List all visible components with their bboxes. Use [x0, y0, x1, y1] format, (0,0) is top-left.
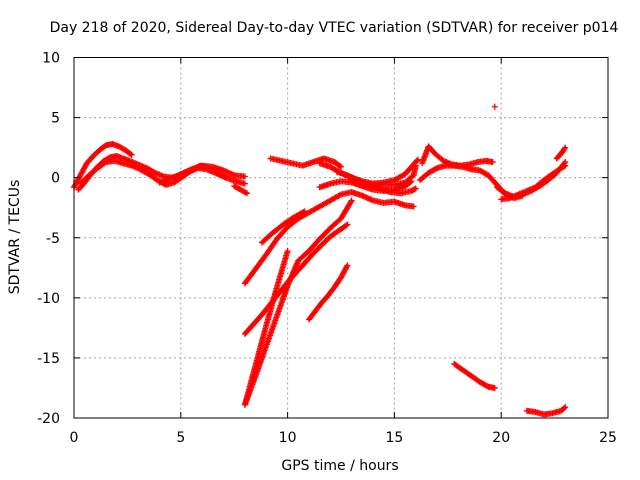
x-tick-label: 15	[385, 430, 403, 446]
y-tick-label: 10	[42, 51, 60, 67]
series-arc23	[553, 144, 569, 162]
data-point	[338, 163, 344, 170]
data-point	[410, 203, 417, 210]
series-arc5	[231, 183, 251, 197]
series-arc16	[305, 262, 351, 323]
chart-title: Day 218 of 2020, Sidereal Day-to-day VTE…	[50, 20, 619, 36]
data-point	[336, 163, 343, 170]
data-point	[241, 173, 248, 180]
data-point	[412, 185, 419, 192]
x-tick-label: 25	[599, 430, 617, 446]
data-point	[561, 145, 568, 152]
series-arc10	[348, 156, 421, 187]
series-arc14	[241, 221, 351, 337]
y-tick-label: -20	[37, 411, 60, 427]
series-arc20	[491, 103, 498, 110]
data-point	[491, 384, 498, 391]
data-point	[407, 179, 414, 186]
series-arc15	[241, 247, 291, 408]
data-point	[344, 262, 351, 269]
data-point	[491, 103, 498, 110]
x-tick-label: 5	[176, 430, 185, 446]
data-point	[127, 151, 134, 158]
data-point	[300, 209, 307, 216]
y-tick-label: -15	[37, 351, 60, 367]
series-arc6	[267, 155, 344, 170]
series-arc12	[258, 208, 308, 246]
data-point	[414, 157, 421, 164]
data-point	[344, 221, 351, 228]
series-arc21	[493, 159, 569, 200]
data-point	[408, 178, 415, 185]
y-axis-label: SDTVAR / TECUs	[7, 180, 23, 295]
data-point	[343, 263, 350, 270]
x-tick-label: 0	[70, 430, 79, 446]
series-arc4	[156, 162, 248, 186]
data-point	[336, 192, 343, 199]
y-tick-label: -5	[46, 231, 60, 247]
series-arc3	[77, 157, 229, 188]
data-point	[562, 404, 569, 411]
data-point	[489, 159, 496, 166]
data-point	[222, 174, 229, 181]
data-point	[561, 405, 568, 412]
series-arc11	[241, 189, 417, 287]
data-point	[301, 208, 308, 215]
data-point	[347, 198, 354, 205]
data-point	[244, 190, 251, 197]
grid	[74, 57, 608, 418]
series-arc19	[451, 360, 498, 391]
data-point	[221, 173, 228, 180]
x-tick-label: 10	[279, 430, 297, 446]
x-axis-label: GPS time / hours	[281, 458, 398, 474]
data-point	[343, 222, 350, 229]
data-point	[414, 156, 421, 163]
data-point	[348, 197, 355, 204]
data-point	[128, 151, 135, 158]
data-point	[562, 144, 569, 151]
data-point	[562, 162, 569, 169]
data-point	[284, 247, 291, 254]
series-arc24	[523, 404, 569, 418]
y-tick-label: -10	[37, 291, 60, 307]
data-points	[71, 103, 569, 418]
y-tick-label: 0	[51, 171, 60, 187]
x-tick-label: 20	[492, 430, 510, 446]
y-tick-label: 5	[51, 111, 60, 127]
axis-ticks: 0 5 10 15 20 25 -20 -15 -10 -5 0 5 10	[37, 51, 617, 447]
series-arc22	[498, 162, 569, 203]
data-point	[241, 180, 248, 187]
data-point	[242, 189, 249, 196]
